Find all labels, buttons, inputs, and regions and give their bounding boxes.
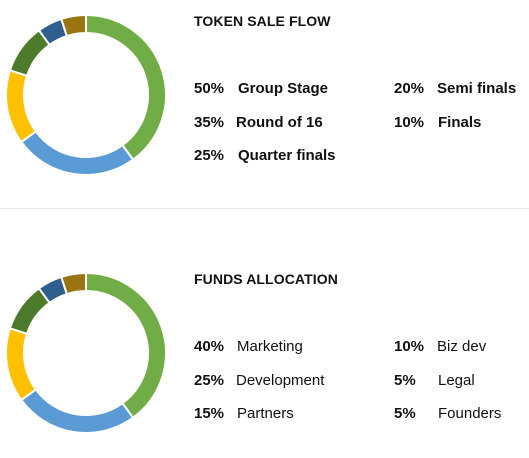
donut-slice-development [19, 388, 135, 434]
legend-label: Group Stage [238, 80, 329, 97]
legend-label: Marketing [237, 338, 303, 355]
donut-slice-segment-5 [60, 14, 87, 38]
legend-item-founders: 5% Founders [394, 405, 501, 423]
legend-percent: 10% [394, 338, 425, 355]
legend-item-development: 25% Development [194, 372, 324, 390]
legend-item-semi-finals: 20% Semi finals [394, 80, 516, 98]
funds-allocation-title: FUNDS ALLOCATION [194, 271, 338, 287]
donut-slice-round-of-16 [19, 130, 135, 176]
legend-item-round-of-16: 35% Round of 16 [194, 114, 323, 132]
legend-percent: 25% [194, 147, 225, 164]
donut-slice-group-stage [85, 14, 167, 162]
funds-allocation-section: FUNDS ALLOCATION 40% Marketing 25% Developm… [0, 258, 529, 458]
legend-label: Round of 16 [236, 114, 323, 131]
legend-item-partners: 15% Partners [194, 405, 294, 423]
legend-percent: 25% [194, 372, 225, 389]
section-divider [0, 208, 529, 209]
legend-label: Quarter finals [238, 147, 336, 164]
token-sale-flow-title: TOKEN SALE FLOW [194, 13, 331, 29]
donut-slice-marketing [85, 272, 167, 420]
donut-slice-quarter-finals [5, 69, 38, 144]
token-sale-flow-donut-chart [5, 14, 167, 176]
legend-item-finals: 10% Finals [394, 114, 481, 132]
legend-label: Semi finals [437, 80, 517, 97]
legend-percent: 15% [194, 405, 225, 422]
funds-allocation-donut-chart [5, 272, 167, 434]
legend-label: Finals [438, 114, 482, 131]
legend-percent: 5% [394, 372, 416, 389]
legend-percent: 10% [394, 114, 425, 131]
donut-slice-founders [60, 272, 87, 296]
legend-label: Development [236, 372, 325, 389]
legend-label: Legal [438, 372, 475, 389]
donut-slice-partners [5, 327, 38, 402]
legend-item-group-stage: 50% Group Stage [194, 80, 328, 98]
legend-item-marketing: 40% Marketing [194, 338, 303, 356]
legend-label: Biz dev [437, 338, 487, 355]
legend-label: Founders [438, 405, 502, 422]
legend-item-legal: 5% Legal [394, 372, 475, 390]
legend-percent: 20% [394, 80, 425, 97]
legend-percent: 40% [194, 338, 225, 355]
token-sale-flow-section: TOKEN SALE FLOW 50% Group Stage 35% Round o… [0, 0, 529, 200]
legend-item-quarter-finals: 25% Quarter finals [194, 147, 336, 165]
legend-label: Partners [237, 405, 294, 422]
legend-percent: 50% [194, 80, 225, 97]
legend-percent: 5% [394, 405, 416, 422]
legend-item-biz-dev: 10% Biz dev [394, 338, 486, 356]
legend-percent: 35% [194, 114, 225, 131]
